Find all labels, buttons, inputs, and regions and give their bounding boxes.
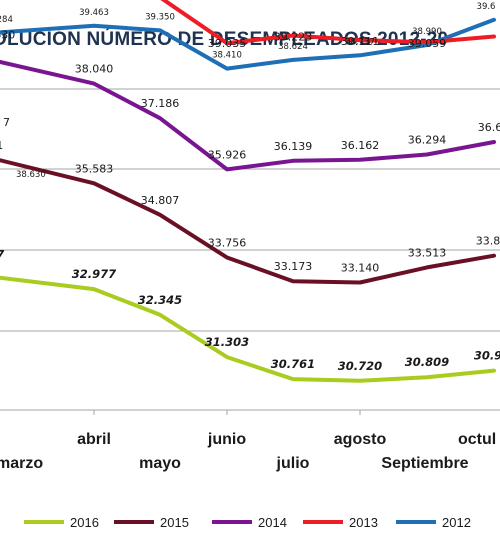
x-tick-label: octul [458,431,496,448]
data-label-2015: 33.140 [341,262,380,275]
data-label-2015: 34.807 [141,194,180,207]
data-label-2016: 33.287 [0,248,4,262]
data-label-2014: 38.040 [75,63,114,76]
legend-label-2016: 2016 [70,515,99,530]
data-label-2014: 36.6 [478,121,500,134]
gridlines [0,88,500,415]
series-lines [0,0,496,383]
data-label-2016: 30.9 [474,349,500,363]
series-line-2015 [0,158,496,285]
data-label-2013: 39.111 [341,35,380,48]
data-labels: 33.287 32.977 32.345 31.303 30.761 30.720 30.8… [0,2,500,373]
data-label-2015: 35.583 [75,162,114,175]
data-label-2016: 31.303 [205,335,249,349]
x-tick-label: marzo [0,455,43,472]
data-label-2015: 33.8 [476,235,500,248]
data-label-2012: 39.350 [145,12,175,22]
data-label-2015: 36.211 [0,139,3,152]
data-label-2016: 30.809 [405,355,449,369]
series-line-2014 [0,59,496,172]
data-label-2013: 39.059 [408,37,447,50]
data-label-2014: 36.294 [408,133,447,146]
data-label-2013: 39.035 [208,37,247,50]
data-label-2014-left: 38.630 [16,170,46,180]
x-tick-label: abril [77,431,111,448]
data-label-2014: 36.139 [274,140,313,153]
legend-label-2015: 2015 [160,515,189,530]
data-label-2012: 38.737 [345,37,375,47]
legend-label-2013: 2013 [349,515,378,530]
data-label-2016: 30.720 [338,359,382,373]
data-label-2013: 39.223 [274,31,313,44]
data-label-2016: 32.977 [72,267,116,281]
legend-label-2012: 2012 [442,515,471,530]
data-label-2015: 33.756 [208,237,247,250]
data-label-2015: 33.513 [408,246,447,259]
data-label-2016: 30.761 [271,357,315,371]
legend-label-2014: 2014 [258,515,287,530]
series-line-2012 [0,17,496,71]
x-tick-label: agosto [334,431,387,448]
data-label-2014: 35.926 [208,148,247,161]
x-tick-label: mayo [139,455,181,472]
data-label-2012: 38.410 [212,51,242,61]
series-line-2013 [160,0,496,46]
series-line-2016 [0,275,496,383]
legend: 2016 2015 2014 2013 2012 [24,515,471,530]
data-label-2012: 39.463 [79,8,109,18]
x-tick-label: junio [207,431,246,448]
data-label-2012: 38.990 [412,27,442,37]
x-axis-labels: marzo abril mayo junio julio agosto Septiembre… [0,431,496,472]
data-label-2014: 36.162 [341,139,380,152]
data-label-2012: 38.624 [278,42,308,52]
data-label-2014: 37.186 [141,97,180,110]
data-label-2012: 39.284 [0,15,13,25]
data-label-2013-clipped: 7 [3,116,10,129]
x-tick-label: Septiembre [381,455,468,472]
data-label-2012: 39.6 [477,2,496,12]
data-label-2014: 38.630 [0,29,15,42]
x-tick-label: julio [276,455,310,472]
data-label-2016: 32.345 [138,293,182,307]
data-label-2015: 33.173 [274,260,313,273]
